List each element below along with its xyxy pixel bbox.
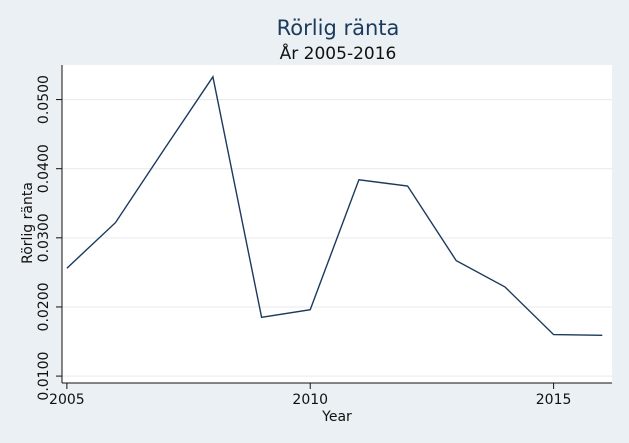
series-line — [66, 75, 603, 336]
x-tick-label: 2015 — [536, 392, 572, 408]
y-tick-label: 0.0100 — [36, 352, 52, 401]
y-tick-label: 0.0300 — [36, 213, 52, 262]
series-group — [66, 75, 603, 336]
y-axis-title: Rörlig ränta — [20, 182, 36, 264]
x-axis: 2005 2010 2015 — [49, 383, 571, 408]
y-tick-label: 0.0200 — [36, 282, 52, 331]
y-tick-label: 0.0400 — [36, 144, 52, 193]
x-tick-label: 2005 — [49, 392, 85, 408]
y-tick-label: 0.0500 — [36, 75, 52, 124]
chart-subtitle: År 2005-2016 — [280, 42, 397, 64]
x-axis-title: Year — [321, 409, 352, 425]
x-tick-label: 2010 — [292, 392, 328, 408]
plot-area — [62, 65, 612, 383]
chart-title: Rörlig ränta — [277, 16, 400, 40]
y-axis: 0.0100 0.0200 0.0300 0.0400 0.0500 — [36, 75, 62, 401]
